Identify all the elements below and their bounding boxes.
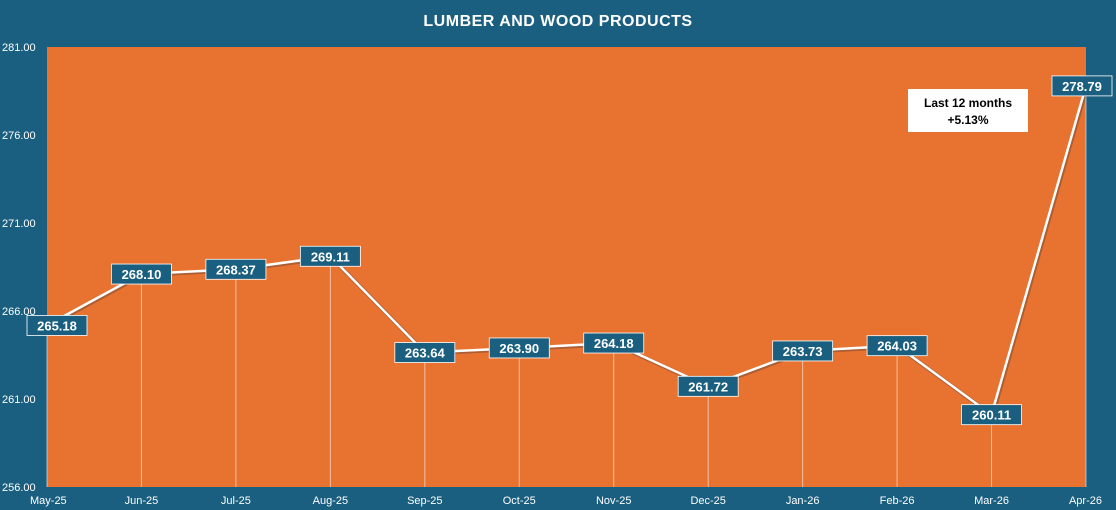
data-label: 261.72 — [688, 379, 728, 394]
x-tick-label: Mar-26 — [974, 495, 1009, 507]
x-tick-label: Feb-26 — [880, 495, 915, 507]
annotation-line-2: +5.13% — [947, 113, 988, 127]
data-label: 263.90 — [499, 341, 539, 356]
y-tick-label: 276.00 — [2, 130, 36, 142]
data-label-box — [583, 332, 645, 354]
data-label-box — [488, 337, 550, 359]
data-label-box — [299, 245, 361, 267]
y-tick-label: 266.00 — [2, 306, 36, 318]
x-tick-label: Aug-25 — [313, 495, 348, 507]
y-tick-label: 271.00 — [2, 218, 36, 230]
annotation-box — [908, 89, 1028, 132]
data-label: 278.79 — [1062, 79, 1102, 94]
x-tick-label: May-25 — [30, 495, 67, 507]
data-label: 260.11 — [972, 408, 1011, 423]
data-label-box — [1051, 75, 1113, 97]
y-tick-label: 261.00 — [2, 394, 36, 406]
x-tick-label: Sep-25 — [407, 495, 442, 507]
data-label-box — [26, 315, 88, 336]
data-label-box — [772, 340, 834, 362]
x-tick-label: Jan-26 — [786, 495, 820, 507]
data-label-box — [205, 258, 267, 280]
data-label-box — [111, 263, 172, 285]
x-tick-label: Apr-26 — [1069, 495, 1102, 507]
annotation-callout: Last 12 months +5.13% — [908, 89, 1028, 132]
x-tick-label: Nov-25 — [596, 495, 631, 507]
x-tick-label: Jul-25 — [221, 495, 251, 507]
data-label-box — [961, 404, 1022, 426]
data-label-box — [677, 375, 739, 397]
data-label: 268.10 — [122, 267, 162, 282]
y-tick-label: 256.00 — [2, 482, 36, 494]
data-label: 263.64 — [405, 346, 446, 361]
drop-lines — [46, 85, 1087, 487]
data-label-box — [394, 342, 456, 363]
x-tick-label: Jun-25 — [125, 495, 159, 507]
data-label: 264.03 — [877, 339, 917, 354]
x-axis: May-25 Jun-25 Jul-25 Aug-25 Sep-25 Oct-25 Nov-… — [30, 495, 1102, 507]
data-label: 265.18 — [37, 318, 77, 333]
y-axis: 256.00 261.00 266.00 271.00 276.00 281.00 — [2, 42, 36, 494]
data-label: 263.73 — [783, 344, 823, 359]
data-label: 269.11 — [311, 249, 350, 264]
data-label: 268.37 — [216, 262, 256, 277]
x-tick-label: Dec-25 — [690, 495, 725, 507]
data-label: 264.18 — [594, 336, 634, 351]
annotation-line-1: Last 12 months — [924, 96, 1012, 110]
data-labels: 265.18 268.10 268.37 269.11 263.64 263.90 264.… — [26, 75, 1113, 426]
chart-title: LUMBER AND WOOD PRODUCTS — [423, 13, 692, 30]
data-label-box — [866, 335, 928, 357]
x-tick-label: Oct-25 — [503, 495, 536, 507]
y-tick-label: 281.00 — [2, 42, 36, 54]
